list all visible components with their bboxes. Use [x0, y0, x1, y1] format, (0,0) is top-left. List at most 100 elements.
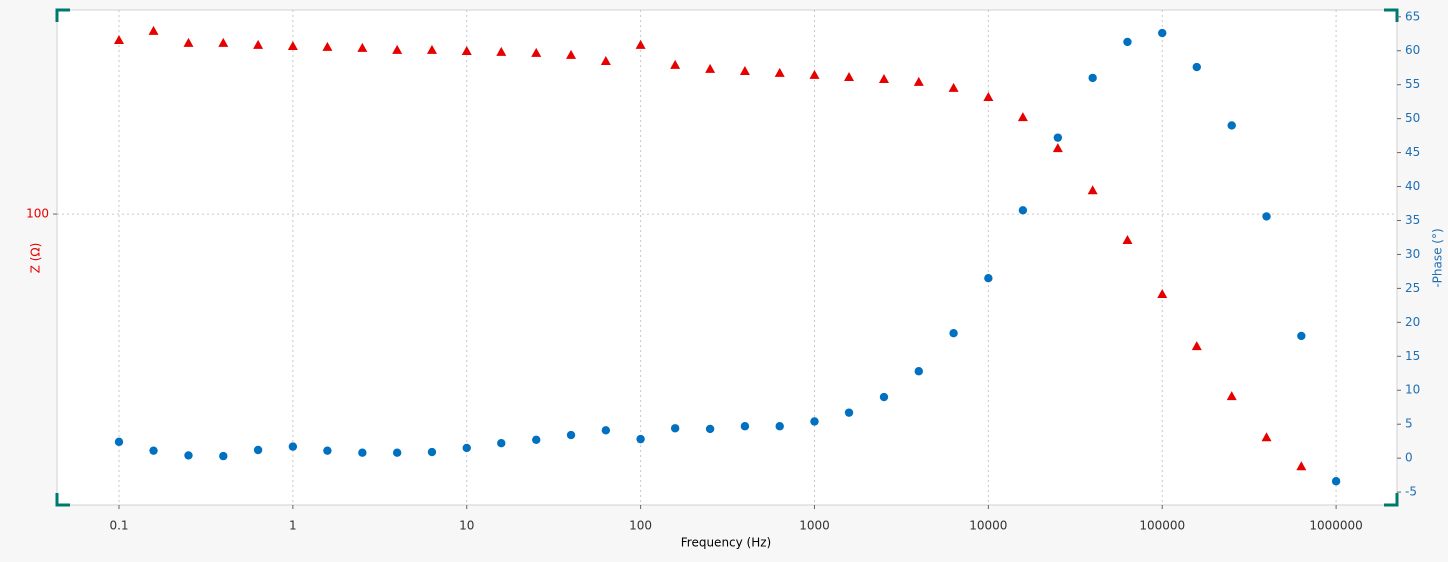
x-tick-label: 10	[459, 519, 474, 533]
y2-tick-label: 65	[1405, 9, 1420, 23]
data-point	[287, 40, 298, 50]
y2-tick-label: 25	[1405, 281, 1420, 295]
data-point	[636, 434, 645, 444]
data-point	[1227, 121, 1236, 130]
y2-tick-label: 10	[1405, 383, 1420, 397]
y2-tick-label: 50	[1405, 111, 1420, 125]
data-point	[948, 82, 959, 92]
x-tick-label: 100000	[1139, 519, 1185, 533]
data-point	[670, 424, 680, 433]
data-point	[601, 426, 611, 435]
x-tick-label: 1	[289, 519, 297, 533]
y-tick-label: 100	[26, 207, 49, 221]
data-point	[358, 448, 367, 457]
data-point	[1158, 28, 1167, 38]
data-point	[218, 37, 229, 47]
data-point	[774, 67, 785, 77]
y-axis-label: Z (Ω)	[29, 243, 43, 274]
data-point	[1261, 432, 1272, 442]
data-point	[461, 45, 472, 55]
data-point	[462, 443, 471, 453]
data-point	[1297, 331, 1306, 341]
data-point	[357, 42, 368, 52]
data-point	[113, 34, 124, 44]
data-point	[219, 451, 228, 461]
data-point	[566, 49, 577, 59]
data-point	[1123, 37, 1132, 47]
data-point	[913, 76, 924, 86]
y2-tick-label: 0	[1405, 451, 1413, 465]
x-tick-label: 1000000	[1309, 519, 1362, 533]
data-point	[1331, 477, 1341, 486]
data-point	[844, 408, 854, 417]
data-point	[705, 63, 716, 73]
y2-tick-label: 30	[1405, 247, 1420, 261]
y2-tick-label: 35	[1405, 213, 1420, 227]
data-point	[879, 392, 889, 402]
data-point	[322, 41, 333, 51]
data-point	[426, 44, 437, 54]
data-point	[531, 47, 542, 57]
data-point	[1122, 235, 1133, 245]
y2-tick-label: -5	[1405, 485, 1417, 499]
data-point	[1052, 143, 1063, 153]
data-point	[1087, 185, 1098, 195]
data-point	[1088, 73, 1097, 83]
plot-area	[56, 9, 1398, 506]
data-point	[1192, 62, 1201, 72]
data-point	[497, 439, 506, 448]
y2-tick-label: 60	[1405, 43, 1420, 57]
data-point	[148, 25, 159, 35]
data-point	[253, 445, 263, 455]
y2-tick-label: 40	[1405, 179, 1420, 193]
data-point	[983, 91, 994, 101]
y2-tick-label: 20	[1405, 315, 1420, 329]
x-tick-label: 10000	[969, 519, 1007, 533]
data-point	[775, 422, 784, 431]
data-point	[392, 44, 403, 54]
data-point	[149, 446, 158, 455]
data-point	[1017, 112, 1028, 122]
y2-axis-label: -Phase (°)	[1431, 228, 1445, 287]
data-point	[184, 451, 193, 460]
data-point	[635, 39, 646, 49]
data-point	[1157, 289, 1168, 299]
data-point	[496, 46, 507, 56]
data-point	[705, 424, 715, 434]
data-point	[1053, 133, 1063, 142]
x-tick-label: 0.1	[109, 519, 128, 533]
x-axis-label: Frequency (Hz)	[681, 536, 772, 550]
data-point	[323, 446, 332, 455]
data-point	[740, 422, 750, 431]
x-tick-label: 1000	[799, 519, 830, 533]
data-point	[949, 329, 958, 338]
corner-brackets	[55, 8, 1399, 507]
y2-tick-label: 45	[1405, 145, 1420, 159]
y2-tick-label: 55	[1405, 77, 1420, 91]
data-point	[878, 74, 889, 84]
data-point	[670, 59, 681, 69]
data-point	[288, 442, 298, 451]
data-point	[984, 274, 993, 283]
data-point	[1018, 206, 1028, 215]
data-point	[392, 448, 402, 457]
data-point	[253, 39, 264, 49]
data-point	[183, 37, 194, 47]
data-point	[844, 71, 855, 81]
x-tick-label: 100	[629, 519, 652, 533]
y2-tick-label: 15	[1405, 349, 1420, 363]
data-point	[1226, 391, 1237, 401]
data-point	[427, 447, 437, 457]
data-point	[114, 437, 124, 447]
y2-tick-label: 5	[1405, 417, 1413, 431]
data-point	[809, 69, 820, 79]
data-point	[810, 417, 819, 426]
data-point	[1191, 341, 1202, 351]
data-point	[1296, 461, 1307, 471]
data-point	[566, 430, 576, 440]
data-point	[1262, 212, 1271, 221]
data-point	[600, 55, 611, 65]
data-point	[914, 367, 923, 376]
data-point	[532, 435, 541, 445]
